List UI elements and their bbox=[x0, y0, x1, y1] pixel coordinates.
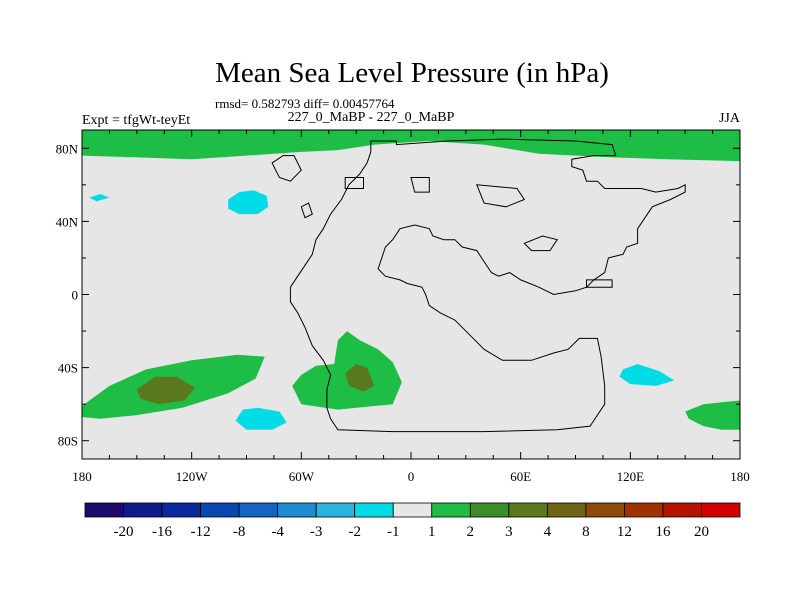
colorbar-label-10: 3 bbox=[505, 524, 513, 540]
coastline-detail-3 bbox=[410, 177, 430, 193]
season-label: JJA bbox=[719, 111, 741, 126]
y-tick-label-4: 80S bbox=[58, 434, 78, 449]
comparison-label: 227_0_MaBP - 227_0_MaBP bbox=[288, 110, 455, 125]
x-tick-label-4: 60E bbox=[510, 469, 531, 484]
colorbar-label-11: 4 bbox=[544, 524, 552, 540]
colorbar-swatch-3 bbox=[200, 502, 240, 518]
coastline-detail-4 bbox=[523, 235, 559, 252]
x-tick-label-1: 120W bbox=[176, 469, 209, 484]
colorbar-label-4: -4 bbox=[271, 524, 284, 540]
x-axis: 180 120W 60W 0 60E 120E 180 bbox=[72, 130, 750, 484]
colorbar-swatch-2 bbox=[161, 502, 201, 518]
colorbar-label-14: 16 bbox=[655, 524, 671, 540]
coastline-detail-0 bbox=[271, 155, 302, 182]
y-tick-label-1: 40N bbox=[56, 214, 79, 229]
stats-label: rmsd= 0.582793 diff= 0.00457764 bbox=[215, 96, 395, 111]
contour-region-5 bbox=[292, 331, 402, 410]
colorbar-swatch-6 bbox=[315, 502, 356, 518]
coastline-detail-1 bbox=[344, 177, 364, 189]
contour-region-1 bbox=[228, 190, 269, 215]
coastline-detail-2 bbox=[300, 202, 313, 219]
contour-region-0 bbox=[82, 130, 740, 162]
contour-region-6 bbox=[345, 364, 375, 392]
chart-title: Mean Sea Level Pressure (in hPa) bbox=[215, 57, 609, 89]
contour-regions bbox=[82, 130, 740, 430]
y-tick-label-2: 0 bbox=[72, 288, 79, 303]
x-tick-label-6: 180 bbox=[730, 469, 750, 484]
x-tick-label-0: 180 bbox=[72, 469, 92, 484]
colorbar-swatch-8 bbox=[392, 502, 433, 518]
colorbar-label-5: -3 bbox=[310, 524, 323, 540]
colorbar-label-12: 8 bbox=[582, 524, 590, 540]
colorbar-swatch-7 bbox=[354, 502, 394, 518]
contour-region-2 bbox=[89, 194, 110, 202]
experiment-label: Expt = tfgWt-teyEt bbox=[82, 113, 190, 128]
coastline-outlines bbox=[271, 138, 686, 433]
colorbar-label-1: -16 bbox=[152, 524, 172, 540]
y-axis: 80N 40N 0 40S 80S bbox=[56, 141, 740, 449]
map-plot-area bbox=[81, 129, 741, 460]
colorbar-label-13: 12 bbox=[617, 524, 632, 540]
colorbar-swatch-9 bbox=[431, 502, 471, 518]
continent-outline bbox=[289, 138, 686, 433]
colorbar-label-6: -2 bbox=[348, 524, 361, 540]
x-tick-label-3: 0 bbox=[408, 469, 415, 484]
x-tick-label-5: 120E bbox=[617, 469, 645, 484]
colorbar-label-15: 20 bbox=[694, 524, 709, 540]
colorbar-swatch-5 bbox=[277, 502, 317, 518]
contour-region-4 bbox=[136, 376, 196, 405]
contour-region-8 bbox=[619, 364, 675, 386]
colorbar-label-7: -1 bbox=[387, 524, 400, 540]
colorbar-label-9: 2 bbox=[467, 524, 475, 540]
colorbar-swatch-0 bbox=[84, 502, 124, 518]
y-tick-label-0: 80N bbox=[56, 141, 79, 156]
colorbar-swatch-13 bbox=[585, 502, 625, 518]
coastline-detail-6 bbox=[476, 184, 526, 208]
contour-region-9 bbox=[685, 400, 740, 430]
colorbar-swatch-10 bbox=[469, 502, 510, 518]
colorbar-label-3: -8 bbox=[233, 524, 246, 540]
colorbar-swatch-14 bbox=[624, 502, 664, 518]
colorbar-label-2: -12 bbox=[191, 524, 211, 540]
colorbar-swatch-12 bbox=[546, 502, 587, 518]
colorbar-swatch-4 bbox=[238, 502, 279, 518]
colorbar-label-0: -20 bbox=[114, 524, 134, 540]
y-tick-label-3: 40S bbox=[58, 361, 78, 376]
colorbar-swatch-1 bbox=[123, 502, 163, 518]
x-tick-label-2: 60W bbox=[289, 469, 315, 484]
colorbar-swatch-16 bbox=[701, 502, 741, 518]
contour-region-7 bbox=[235, 407, 287, 430]
colorbar-swatch-11 bbox=[508, 502, 548, 518]
colorbar: -20 -16 -12 -8 -4 -3 -2 -1 1 2 3 4 8 12 16 20 bbox=[84, 502, 741, 540]
colorbar-label-8: 1 bbox=[428, 524, 436, 540]
coastline-detail-5 bbox=[586, 279, 613, 288]
colorbar-swatch-15 bbox=[662, 502, 702, 518]
